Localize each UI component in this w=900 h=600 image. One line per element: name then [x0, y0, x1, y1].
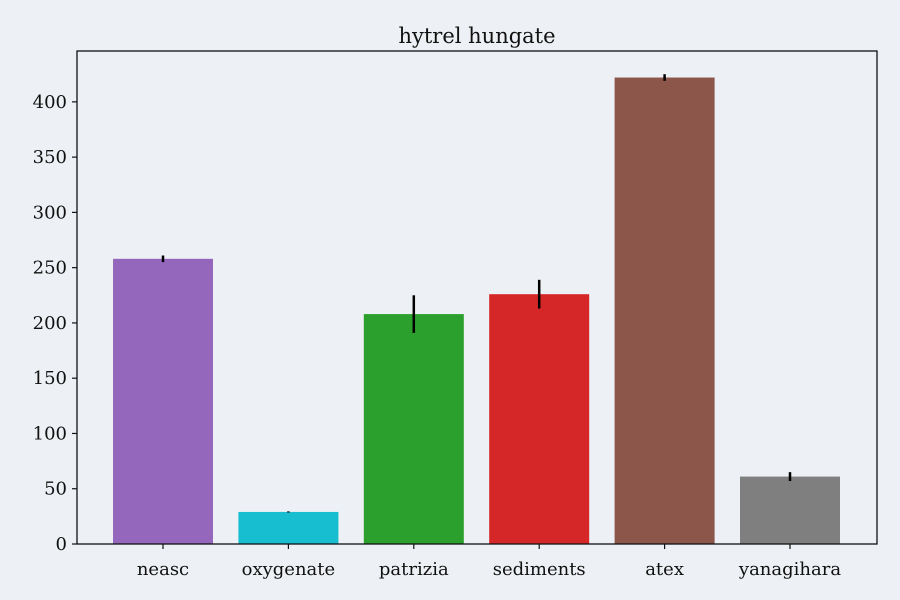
x-tick-label: oxygenate: [242, 559, 336, 580]
error-bars-layer: [161, 74, 792, 513]
bar-patrizia: [363, 314, 464, 544]
y-tick-label: 250: [33, 258, 67, 279]
x-tick-label: neasc: [137, 559, 189, 580]
y-tick-label: 0: [56, 534, 67, 555]
y-tick-label: 300: [33, 202, 67, 223]
x-tick-label: yanagihara: [738, 559, 841, 580]
x-tick-label: atex: [645, 559, 684, 580]
bar-neasc: [113, 258, 213, 544]
x-tick-label: patrizia: [379, 559, 449, 580]
y-tick-label: 150: [33, 368, 67, 389]
bar-atex: [614, 77, 715, 544]
bar-oxygenate: [238, 511, 339, 544]
y-tick-label: 200: [33, 313, 67, 334]
bar-sediments: [489, 294, 590, 544]
x-tick-label: sediments: [493, 559, 586, 580]
bars-layer: [113, 77, 840, 544]
y-tick-label: 50: [44, 479, 67, 500]
y-tick-label: 100: [33, 423, 67, 444]
chart-title: hytrel hungate: [398, 24, 555, 48]
y-tick-label: 350: [33, 147, 67, 168]
x-axis: neasc oxygenate patrizia sediments atex yanag…: [137, 544, 841, 580]
y-tick-label: 400: [33, 92, 67, 113]
bar-yanagihara: [740, 476, 840, 544]
y-axis: 0 50 100 150 200 250 300 350 400: [33, 92, 77, 555]
plot-area-frame: [76, 50, 878, 545]
